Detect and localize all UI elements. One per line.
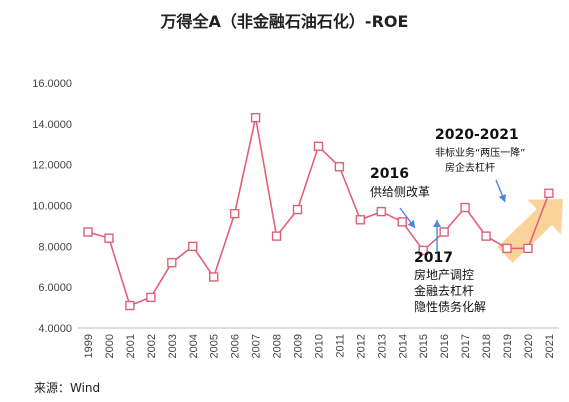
x-tick-label: 2006 (230, 334, 242, 358)
x-tick-label: 2011 (334, 334, 346, 358)
annotation-2020-year: 2020-2021 (435, 127, 519, 143)
x-tick-label: 2021 (544, 334, 556, 358)
data-point (167, 257, 177, 268)
x-tick-label: 2005 (209, 334, 221, 358)
chart-title: 万得全A（非金融石油石化）-ROE (160, 12, 409, 31)
data-point (502, 243, 512, 254)
data-point (250, 113, 261, 123)
x-tick-label: 2004 (188, 334, 200, 358)
annotation-2016-year: 2016 (370, 166, 409, 182)
data-point (208, 272, 219, 282)
x-tick-label: 2000 (104, 334, 116, 358)
x-tick-label: 2017 (460, 334, 472, 358)
annotation-2017-text: 隐性债务化解 (414, 299, 486, 314)
trend-arrow-body (497, 199, 563, 263)
x-tick-label: 2019 (502, 334, 514, 358)
data-point (125, 300, 135, 311)
x-tick-label: 2002 (146, 334, 158, 358)
annotation-2020-text: 非标业务“两压一降” (435, 146, 525, 159)
annotation-2020-arrow-head (498, 194, 507, 202)
data-point (271, 231, 282, 241)
data-point (523, 243, 533, 254)
data-point (146, 292, 156, 303)
y-tick-label: 14.0000 (32, 119, 72, 131)
data-point (313, 141, 324, 151)
y-tick-label: 8.0000 (38, 241, 72, 253)
x-tick-label: 2015 (418, 334, 430, 358)
y-tick-label: 16.0000 (32, 78, 72, 90)
annotation-2017-arrow-head (433, 220, 441, 227)
x-axis: 1999 2000 2001 2002 2003 2004 2005 2006 2007 2008… (78, 327, 559, 358)
x-tick-label: 2007 (251, 334, 263, 358)
data-point (460, 202, 470, 213)
data-point (481, 231, 491, 241)
x-tick-label: 2018 (481, 334, 493, 358)
source-note: 来源：Wind (34, 381, 101, 395)
data-point (418, 245, 428, 256)
trend-arrow (497, 199, 563, 263)
annotation-2020-text: 房企去杠杆 (445, 161, 495, 174)
y-axis: 4.0000 6.0000 8.0000 10.0000 12.0000 14.0000 1… (32, 78, 72, 335)
data-point (544, 188, 554, 198)
x-tick-label: 2013 (376, 334, 388, 358)
y-tick-label: 6.0000 (38, 282, 72, 294)
x-tick-label: 1999 (83, 334, 95, 358)
x-tick-label: 2010 (313, 334, 325, 358)
x-tick-label: 2014 (397, 334, 409, 358)
annotation-2017-text: 房地产调控 (414, 267, 474, 282)
trend-arrow-shape (497, 199, 563, 263)
annotation-2016-text: 供给侧改革 (370, 185, 430, 199)
data-point (355, 215, 366, 225)
y-tick-label: 4.0000 (38, 323, 72, 335)
x-tick-label: 2009 (293, 334, 305, 358)
x-tick-label: 2020 (523, 334, 535, 358)
data-point (439, 227, 449, 237)
data-point (292, 204, 303, 215)
data-point (376, 206, 386, 217)
x-tick-label: 2003 (167, 334, 179, 358)
annotation-2016-arrow-head (407, 220, 415, 228)
x-tick-label: 2001 (125, 334, 137, 358)
x-tick-label: 2016 (439, 334, 451, 358)
x-tick-label: 2008 (272, 334, 284, 358)
data-point (334, 162, 345, 172)
data-point (104, 233, 114, 243)
x-tick-label: 2012 (355, 334, 367, 358)
y-tick-label: 12.0000 (32, 160, 72, 172)
series-roe (83, 113, 554, 311)
data-point (397, 217, 407, 227)
data-point (83, 227, 93, 237)
data-point (188, 241, 198, 252)
annotation-2017-year: 2017 (414, 250, 453, 266)
annotation-2017-text: 金融去杠杆 (414, 283, 474, 298)
y-tick-label: 10.0000 (32, 201, 72, 213)
data-point (229, 208, 240, 219)
